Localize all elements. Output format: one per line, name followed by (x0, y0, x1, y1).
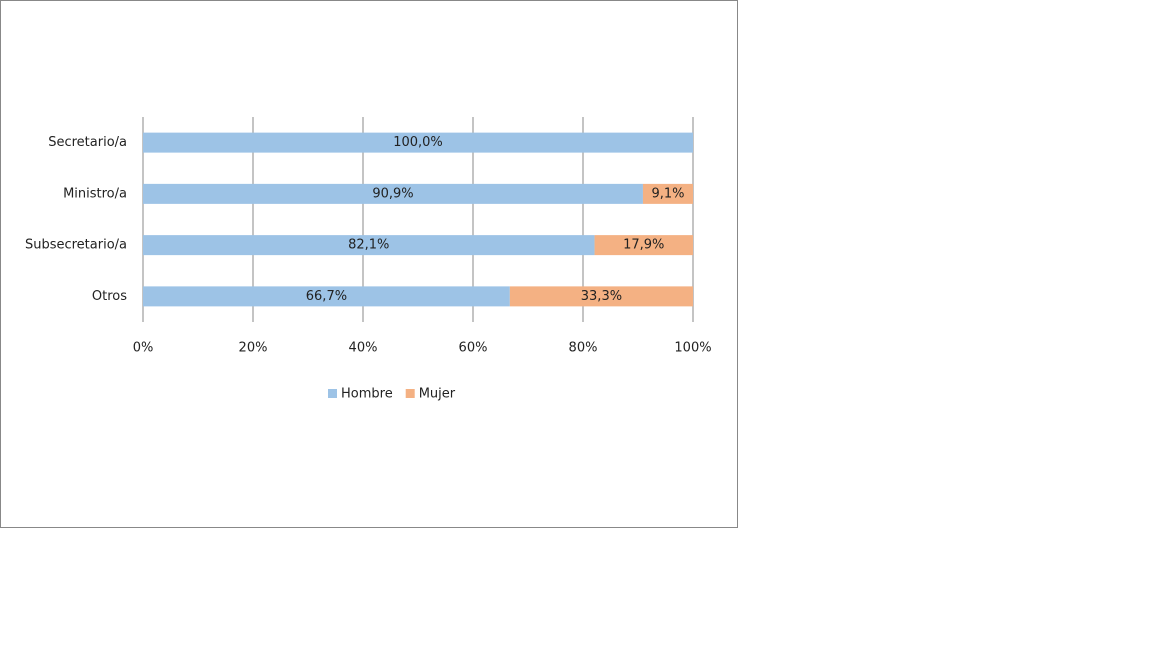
data-label: 66,7% (306, 289, 347, 304)
data-label: 17,9% (623, 238, 664, 253)
y-tick-label: Subsecretario/a (25, 238, 127, 253)
legend-swatch (405, 389, 415, 398)
data-label: 9,1% (651, 186, 684, 201)
legend-label: Hombre (341, 387, 393, 402)
x-tick-label: 40% (349, 341, 378, 356)
bar-segment (143, 235, 595, 256)
x-tick-label: 80% (569, 341, 598, 356)
x-tick-label: 20% (239, 341, 268, 356)
bar-segment (642, 183, 693, 204)
data-label: 90,9% (372, 186, 413, 201)
bar-segment (143, 183, 643, 204)
y-tick-label: Secretario/a (48, 135, 127, 150)
bar-segment (509, 286, 693, 307)
data-label: 82,1% (348, 238, 389, 253)
x-tick-label: 60% (459, 341, 488, 356)
bar-segment (143, 132, 693, 153)
y-tick-label: Ministro/a (63, 186, 127, 201)
legend-swatch (328, 389, 337, 398)
data-label: 100,0% (393, 135, 443, 150)
y-tick-label: Otros (92, 289, 127, 304)
chart-frame (0, 0, 738, 528)
x-tick-label: 100% (674, 341, 711, 356)
x-tick-label: 0% (133, 341, 154, 356)
legend-label: Mujer (419, 387, 456, 402)
bar-segment (594, 235, 693, 256)
data-label: 33,3% (581, 289, 622, 304)
bar-segment (143, 286, 510, 307)
